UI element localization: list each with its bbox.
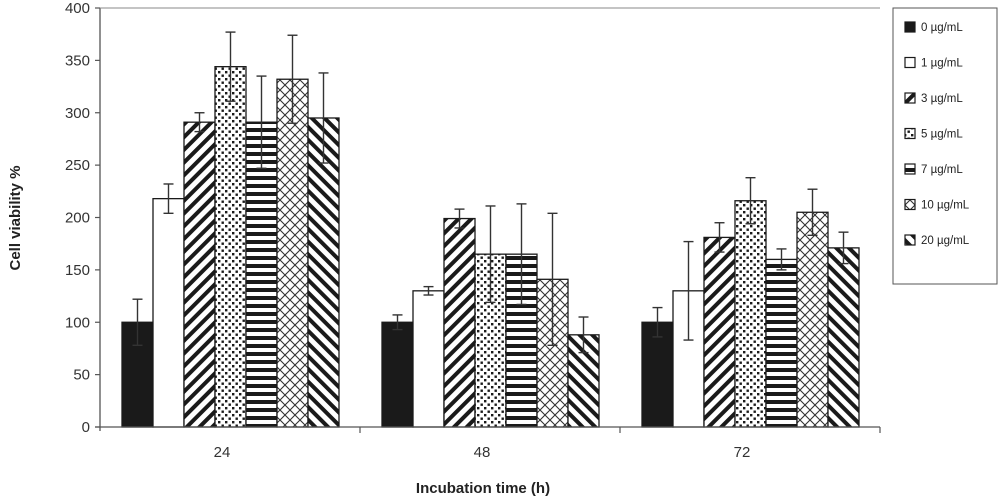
y-tick-label: 150 [65, 262, 90, 279]
legend-swatch-1 [904, 56, 916, 69]
bar-72h-3 [734, 200, 767, 428]
axes: 0 50 100 150 200 250 300 350 400 24 48 72 [65, 0, 881, 461]
y-tick-label: 100 [65, 314, 90, 331]
legend-swatch-4 [904, 163, 916, 175]
legend-label-1: 1 µg/mL [921, 58, 963, 70]
legend-swatch-3 [904, 127, 916, 140]
y-tick-label: 400 [65, 0, 90, 17]
legend-label-2: 3 µg/mL [921, 93, 963, 105]
bar-24h-2 [183, 121, 216, 428]
legend-swatch-0 [904, 21, 916, 33]
bar-48h-2 [443, 217, 476, 428]
plot-area [121, 31, 860, 428]
x-tick-label: 72 [734, 444, 751, 461]
x-axis-title: Incubation time (h) [416, 480, 550, 497]
bar-72h-4 [765, 258, 798, 428]
bar-48h-0 [381, 321, 414, 428]
y-tick-label: 250 [65, 157, 90, 174]
y-tick-label: 50 [73, 367, 90, 384]
bar-72h-5 [796, 211, 829, 428]
legend-label-3: 5 µg/mL [921, 129, 963, 141]
x-tick-label: 24 [214, 444, 231, 461]
legend-swatch-2 [904, 92, 916, 104]
bar-48h-1 [412, 290, 445, 428]
legend-label-6: 20 µg/mL [921, 235, 970, 247]
y-tick-label: 200 [65, 210, 90, 227]
y-axis-title: Cell viability % [7, 165, 24, 270]
bar-24h-5 [276, 78, 309, 428]
y-tick-label: 350 [65, 52, 90, 69]
bar-24h-1 [152, 197, 185, 428]
legend-label-5: 10 µg/mL [921, 200, 970, 212]
bar-24h-6 [307, 117, 340, 428]
bar-72h-2 [703, 236, 736, 428]
x-tick-label: 48 [474, 444, 491, 461]
y-tick-label: 300 [65, 105, 90, 122]
legend-swatch-5 [904, 198, 916, 211]
legend-label-0: 0 µg/mL [921, 22, 963, 34]
bar-72h-0 [641, 321, 674, 428]
y-tick-label: 0 [82, 419, 90, 436]
bar-24h-3 [214, 66, 247, 428]
bar-72h-6 [827, 247, 860, 428]
legend-label-4: 7 µg/mL [921, 164, 963, 176]
legend-swatch-6 [904, 234, 916, 246]
legend: 0 µg/mL 1 µg/mL 3 µg/mL 5 µg/mL 7 µg/mL 10 µg… [892, 7, 998, 285]
